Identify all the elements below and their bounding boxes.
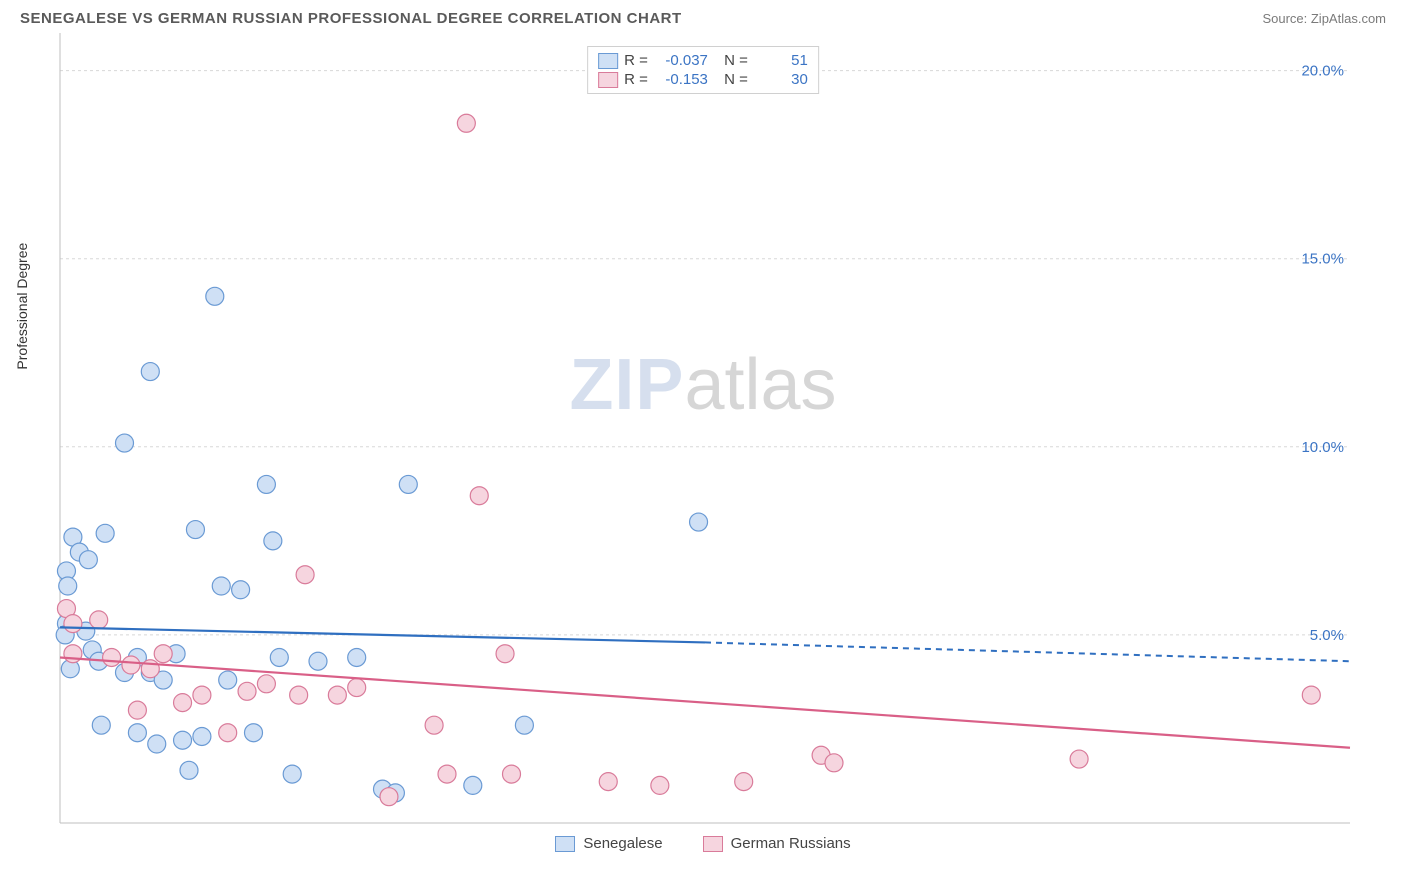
svg-text:10.0%: 10.0% [1301,439,1344,456]
swatch-german-russians [598,72,618,88]
chart-title: SENEGALESE VS GERMAN RUSSIAN PROFESSIONA… [20,10,682,27]
swatch-senegalese [598,53,618,69]
svg-text:15.0%: 15.0% [1301,251,1344,268]
r-value-german-russians: -0.153 [654,71,708,88]
chart-source: Source: ZipAtlas.com [1262,11,1386,26]
y-axis-label: Professional Degree [14,243,30,370]
legend-item-senegalese: Senegalese [555,835,662,852]
r-value-senegalese: -0.037 [654,52,708,69]
swatch-german-russians-icon [703,836,723,852]
stats-legend: R = -0.037 N = 51 R = -0.153 N = 30 [587,46,819,94]
stats-row-senegalese: R = -0.037 N = 51 [598,51,808,70]
svg-text:20.0%: 20.0% [1301,63,1344,80]
n-label: N = [724,52,748,69]
legend-item-german-russians: German Russians [703,835,851,852]
scatter-plot: 5.0% 10.0% 15.0% 20.0% 0.0% 10.0% [20,33,1380,833]
bottom-legend: Senegalese German Russians [0,833,1406,852]
svg-text:10.0%: 10.0% [1307,832,1350,833]
n-value-senegalese: 51 [754,52,808,69]
r-label: R = [624,52,648,69]
n-value-german-russians: 30 [754,71,808,88]
svg-text:0.0%: 0.0% [60,832,94,833]
n-label: N = [724,71,748,88]
chart-area: Professional Degree ZIPatlas 5.0%10.0%15… [20,33,1386,833]
legend-label-senegalese: Senegalese [583,835,662,852]
swatch-senegalese-icon [555,836,575,852]
svg-text:5.0%: 5.0% [1310,627,1344,644]
r-label: R = [624,71,648,88]
stats-row-german-russians: R = -0.153 N = 30 [598,70,808,89]
legend-label-german-russians: German Russians [731,835,851,852]
